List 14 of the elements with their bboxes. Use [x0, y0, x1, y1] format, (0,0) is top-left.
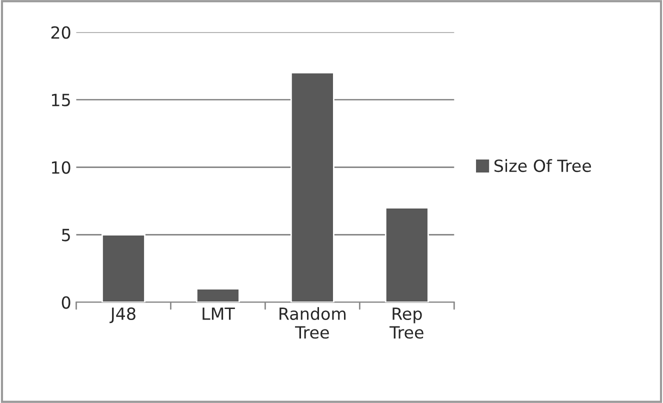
- y-tick-label: 5: [62, 228, 70, 242]
- y-tick-label: 15: [52, 94, 70, 106]
- bar: [102, 234, 146, 302]
- bar: [290, 72, 334, 302]
- x-tick-label: Random Tree: [280, 307, 346, 339]
- bar: [196, 288, 240, 302]
- x-tick-label: Rep Tree: [390, 308, 424, 339]
- legend-label: Size Of Tree: [494, 159, 591, 172]
- y-tick-label: 10: [52, 161, 70, 174]
- x-tick-label: J48: [110, 307, 136, 324]
- y-tick-label: 0: [62, 296, 70, 309]
- x-tick-label: LMT: [202, 308, 235, 320]
- bar: [384, 207, 429, 302]
- y-tick-label: 20: [51, 26, 70, 39]
